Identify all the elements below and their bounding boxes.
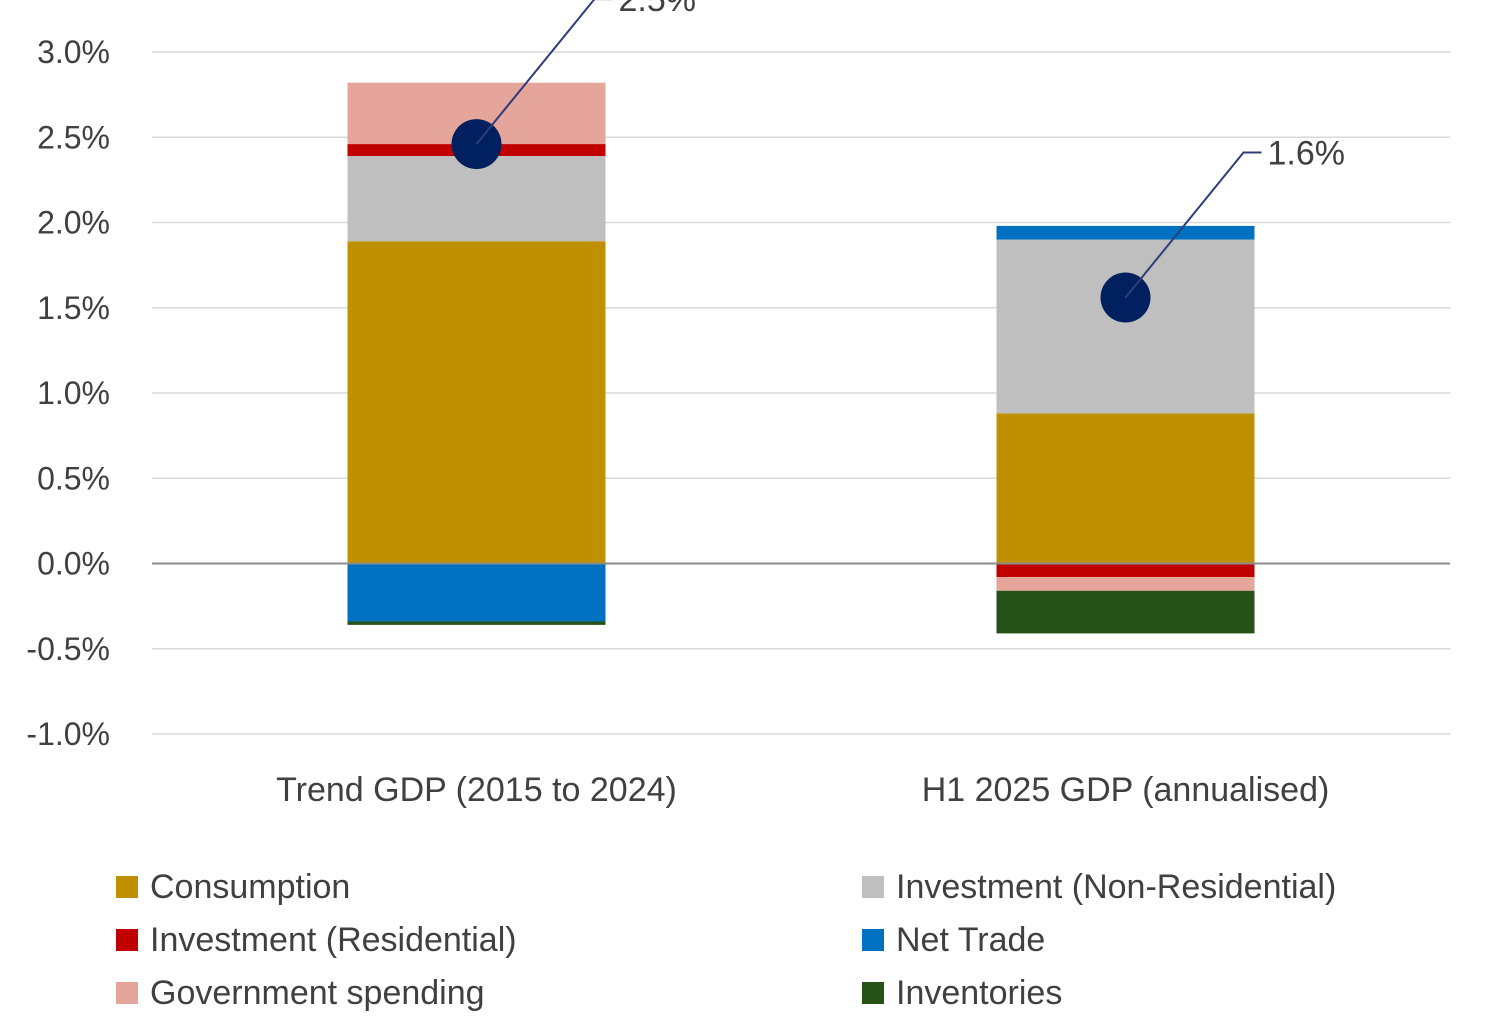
x-category-label: Trend GDP (2015 to 2024) bbox=[276, 771, 677, 809]
bar-segment bbox=[347, 621, 606, 625]
legend-swatch bbox=[862, 982, 884, 1004]
y-tick-label: 1.5% bbox=[37, 290, 110, 326]
bar-segment bbox=[996, 239, 1255, 414]
legend-item: Inventories bbox=[862, 968, 1062, 1018]
legend-swatch bbox=[862, 929, 884, 951]
legend: Consumption Investment (Non-Residential) I… bbox=[0, 860, 1496, 1022]
gridlines bbox=[152, 51, 1450, 735]
y-tick-label: 0.0% bbox=[37, 546, 110, 582]
legend-item: Investment (Residential) bbox=[116, 915, 517, 965]
legend-label: Investment (Non-Residential) bbox=[896, 867, 1337, 906]
legend-swatch bbox=[116, 876, 138, 898]
stacked-bars bbox=[347, 82, 1255, 634]
bar-segment bbox=[996, 590, 1255, 634]
y-tick-label: 3.0% bbox=[37, 34, 110, 70]
y-tick-label: 0.5% bbox=[37, 460, 110, 496]
bar-segment bbox=[996, 577, 1255, 591]
legend-label: Investment (Residential) bbox=[150, 920, 517, 959]
y-tick-label: -0.5% bbox=[26, 631, 110, 667]
y-tick-label: 1.0% bbox=[37, 375, 110, 411]
legend-item: Government spending bbox=[116, 968, 485, 1018]
bar-segment bbox=[347, 241, 606, 564]
y-tick-label: 2.5% bbox=[37, 119, 110, 155]
legend-label: Government spending bbox=[150, 973, 485, 1012]
legend-label: Inventories bbox=[896, 973, 1063, 1012]
y-tick-label: 2.0% bbox=[37, 205, 110, 241]
bar-segment bbox=[996, 413, 1255, 564]
total-gdp-label: 2.5% bbox=[619, 0, 697, 19]
legend-swatch bbox=[116, 982, 138, 1004]
legend-label: Consumption bbox=[150, 867, 351, 906]
total-gdp-markers: 2.5% 1.6% bbox=[451, 0, 1346, 323]
legend-item: Net Trade bbox=[862, 915, 1045, 965]
y-tick-label: -1.0% bbox=[26, 716, 110, 752]
x-category-label: H1 2025 GDP (annualised) bbox=[922, 771, 1330, 809]
y-axis-tick-labels: 3.0% 2.5% 2.0% 1.5% 1.0% 0.5% 0.0% -0.5% -1.0% bbox=[26, 34, 110, 752]
x-axis-category-labels: Trend GDP (2015 to 2024) H1 2025 GDP (ann… bbox=[276, 771, 1329, 809]
legend-item: Consumption bbox=[116, 862, 350, 912]
total-gdp-label: 1.6% bbox=[1268, 135, 1346, 173]
legend-swatch bbox=[116, 929, 138, 951]
gdp-contribution-chart: 3.0% 2.5% 2.0% 1.5% 1.0% 0.5% 0.0% -0.5% -1.0% 2… bbox=[26, 0, 1450, 809]
bar-segment bbox=[996, 225, 1255, 240]
bar-segment bbox=[347, 156, 606, 242]
legend-swatch bbox=[862, 876, 884, 898]
leader-line bbox=[1124, 151, 1262, 299]
leader-line bbox=[475, 0, 613, 145]
bar-segment bbox=[347, 563, 606, 622]
bar-segment bbox=[996, 563, 1255, 578]
legend-label: Net Trade bbox=[896, 920, 1046, 959]
legend-item: Investment (Non-Residential) bbox=[862, 862, 1336, 912]
